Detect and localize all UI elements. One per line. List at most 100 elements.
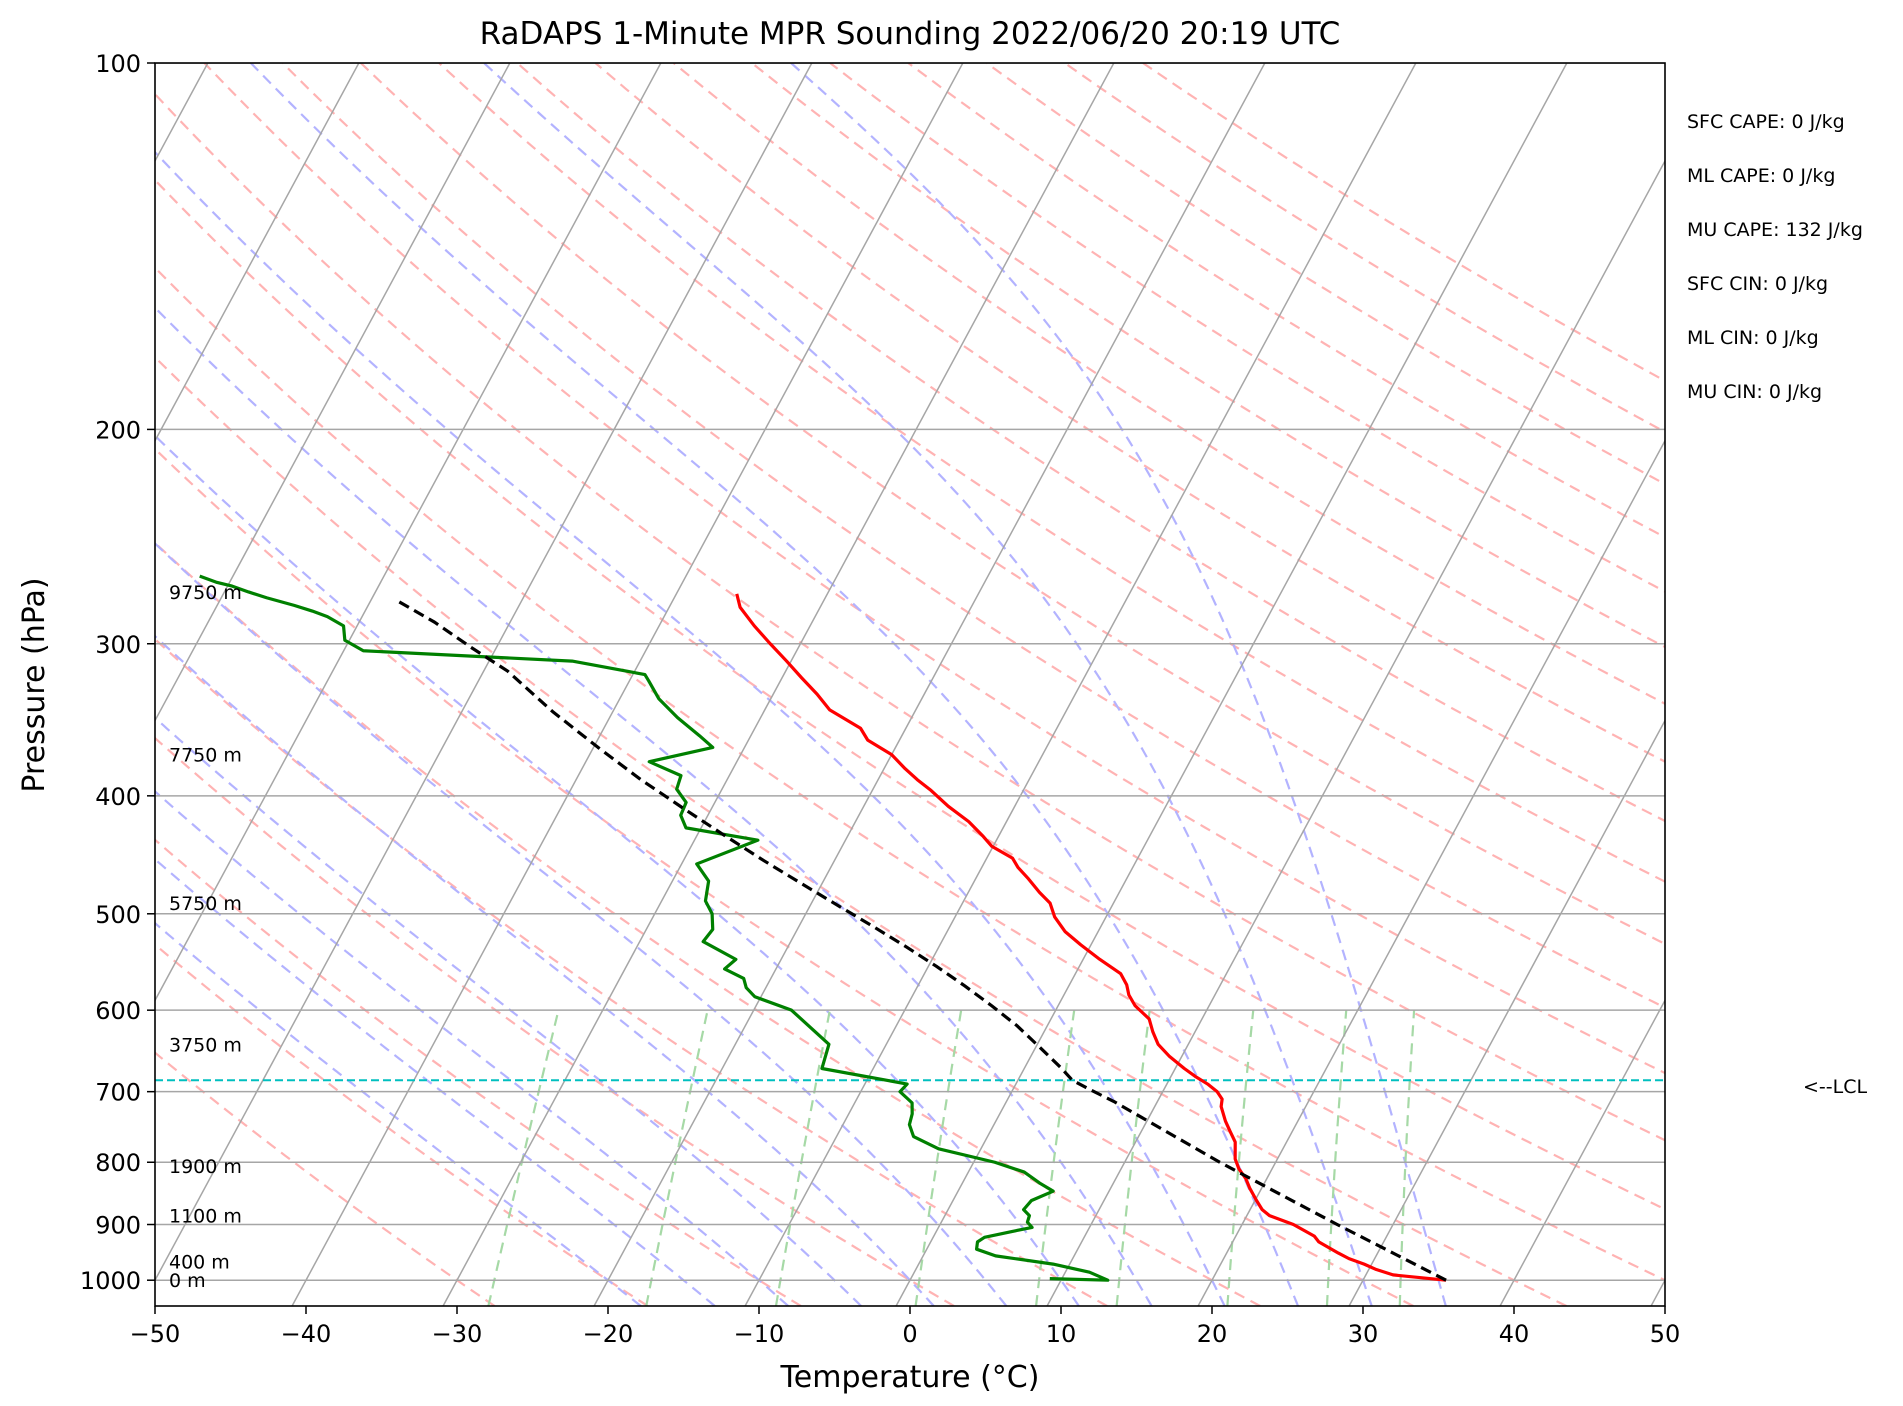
x-tick-label: 30 <box>1348 1320 1379 1348</box>
y-tick-label: 600 <box>95 997 141 1025</box>
y-axis: 100 200 300 400 500 600 700 800 900 1000 <box>80 50 155 1295</box>
y-tick-label: 1000 <box>80 1267 141 1295</box>
isotherm <box>593 63 1266 1306</box>
height-labels: 9750 m 7750 m 5750 m 3750 m 1900 m 1100 m 400 … <box>169 582 242 1292</box>
x-tick-label: 10 <box>1046 1320 1077 1348</box>
stats-line: SFC CIN: 0 J/kg <box>1687 273 1828 295</box>
stats-line: ML CIN: 0 J/kg <box>1687 327 1819 349</box>
dry-adiabat <box>907 63 1665 539</box>
dry-adiabat <box>594 63 1665 763</box>
dry-adiabat <box>155 355 1567 1306</box>
y-tick-label: 800 <box>95 1149 141 1177</box>
isotherm <box>291 63 964 1306</box>
x-tick-label: −30 <box>432 1320 483 1348</box>
x-axis: −50 −40 −30 −20 −10 0 10 20 30 40 50 <box>130 1306 1680 1348</box>
y-axis-label: Pressure (hPa) <box>17 577 52 792</box>
dry-adiabat <box>155 838 802 1306</box>
mixing-ratio-line <box>645 1009 709 1306</box>
y-tick-label: 100 <box>95 50 141 78</box>
moist-adiabat <box>155 716 862 1306</box>
dry-adiabat <box>155 541 1261 1306</box>
dry-adiabat <box>155 637 1108 1306</box>
mixing-ratio-line <box>1325 1010 1348 1306</box>
moist-adiabat <box>155 921 642 1306</box>
stats-line: SFC CAPE: 0 J/kg <box>1687 111 1845 133</box>
dry-adiabat <box>1142 63 1665 383</box>
background-lines <box>155 63 1665 1306</box>
isotherm <box>155 63 360 443</box>
moist-adiabat <box>155 541 1008 1306</box>
dry-adiabat <box>438 63 1665 883</box>
x-tick-label: −40 <box>281 1320 332 1348</box>
moist-adiabat <box>155 789 789 1306</box>
dry-adiabat <box>1064 63 1665 434</box>
y-tick-label: 300 <box>95 631 141 659</box>
height-label: 1900 m <box>169 1156 242 1178</box>
y-tick-label: 500 <box>95 901 141 929</box>
isotherm <box>895 63 1568 1306</box>
temperature-line <box>735 593 1447 1282</box>
stats-line: MU CAPE: 132 J/kg <box>1687 219 1863 241</box>
x-tick-label: 0 <box>902 1320 917 1348</box>
mixing-ratio-line <box>774 1009 831 1306</box>
isotherm <box>744 63 1417 1306</box>
parcel-line <box>394 598 1447 1282</box>
dry-adiabat <box>985 63 1665 486</box>
moist-adiabat <box>250 63 1300 1306</box>
isotherm <box>1046 159 1665 1306</box>
dry-adiabat <box>155 1051 496 1306</box>
stats-line: MU CIN: 0 J/kg <box>1687 381 1822 403</box>
x-tick-label: −50 <box>130 1320 181 1348</box>
isotherm <box>155 63 662 1002</box>
dry-adiabat <box>516 63 1665 823</box>
mixing-ratio-line <box>1115 1010 1151 1306</box>
dewpoint-line <box>199 574 1110 1282</box>
dry-adiabat <box>360 63 1665 946</box>
mixing-ratio-line <box>1398 1010 1416 1306</box>
dry-adiabat <box>155 447 1414 1306</box>
stats-panel: SFC CAPE: 0 J/kg ML CAPE: 0 J/kg MU CAPE: … <box>1687 111 1863 403</box>
moist-adiabat <box>483 63 1373 1306</box>
x-axis-label: Temperature (°C) <box>780 1360 1040 1395</box>
moist-adiabat <box>790 63 1447 1306</box>
y-tick-label: 700 <box>95 1079 141 1107</box>
x-tick-label: 40 <box>1499 1320 1530 1348</box>
dry-adiabat <box>155 266 1665 1282</box>
height-label: 5750 m <box>169 893 242 915</box>
height-label: 400 m <box>169 1251 230 1273</box>
y-tick-label: 900 <box>95 1212 141 1240</box>
dry-adiabat <box>751 63 1665 649</box>
isotherm <box>155 63 813 1282</box>
isotherm <box>1348 718 1665 1306</box>
isotherm <box>1197 439 1665 1306</box>
height-label: 9750 m <box>169 582 242 604</box>
dry-adiabat <box>155 943 649 1306</box>
moist-adiabat <box>155 306 1153 1306</box>
moist-adiabat <box>155 857 716 1306</box>
height-label: 0 m <box>169 1270 206 1292</box>
x-tick-label: −20 <box>583 1320 634 1348</box>
x-tick-label: −10 <box>734 1320 785 1348</box>
moist-adiabat <box>155 434 1080 1306</box>
dry-adiabat <box>155 178 1665 1211</box>
height-label: 7750 m <box>169 745 242 767</box>
chart-title: RaDAPS 1-Minute MPR Sounding 2022/06/20 … <box>480 16 1341 52</box>
height-label: 3750 m <box>169 1034 242 1056</box>
dry-adiabat <box>281 63 1665 1009</box>
x-tick-label: 20 <box>1197 1320 1228 1348</box>
mixing-ratio-line <box>487 1009 560 1306</box>
dry-adiabat <box>672 63 1665 705</box>
moist-adiabat <box>155 150 1226 1306</box>
height-label: 1100 m <box>169 1206 242 1228</box>
isotherm <box>1650 1278 1665 1306</box>
moist-adiabat <box>155 634 935 1306</box>
mixing-ratio-line <box>1226 1010 1255 1306</box>
isotherm <box>155 63 511 723</box>
y-tick-label: 400 <box>95 783 141 811</box>
mixing-ratio-line <box>914 1009 963 1306</box>
isotherm <box>442 63 1115 1306</box>
sounding-series <box>199 574 1447 1282</box>
isotherm <box>1499 998 1665 1306</box>
y-tick-label: 200 <box>95 416 141 444</box>
